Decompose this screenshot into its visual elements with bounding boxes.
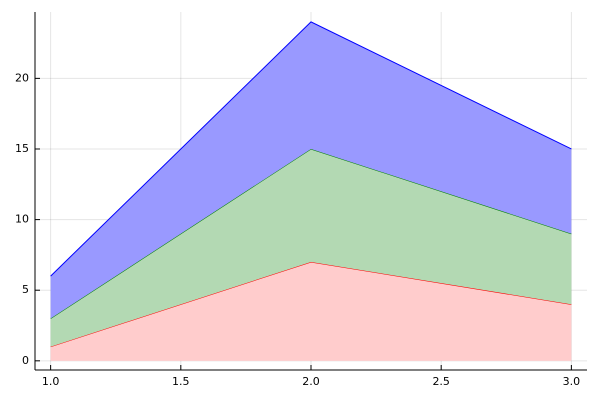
area-line: [50, 21, 572, 277]
x-tick-label: 2.0: [302, 375, 320, 388]
y-tick-label: 20: [15, 71, 29, 84]
y-tick-label: 5: [22, 283, 29, 296]
area: [50, 261, 572, 361]
area: [50, 148, 572, 347]
area: [50, 21, 572, 319]
x-tick-label: 2.5: [432, 375, 450, 388]
x-tick-label: 1.0: [42, 375, 60, 388]
y-tick-label: 10: [15, 213, 29, 226]
y-tick-label: 0: [22, 354, 29, 367]
x-tick-label: 1.5: [172, 375, 190, 388]
y-tick-label: 15: [15, 142, 29, 155]
x-tick-label: 3.0: [563, 375, 581, 388]
